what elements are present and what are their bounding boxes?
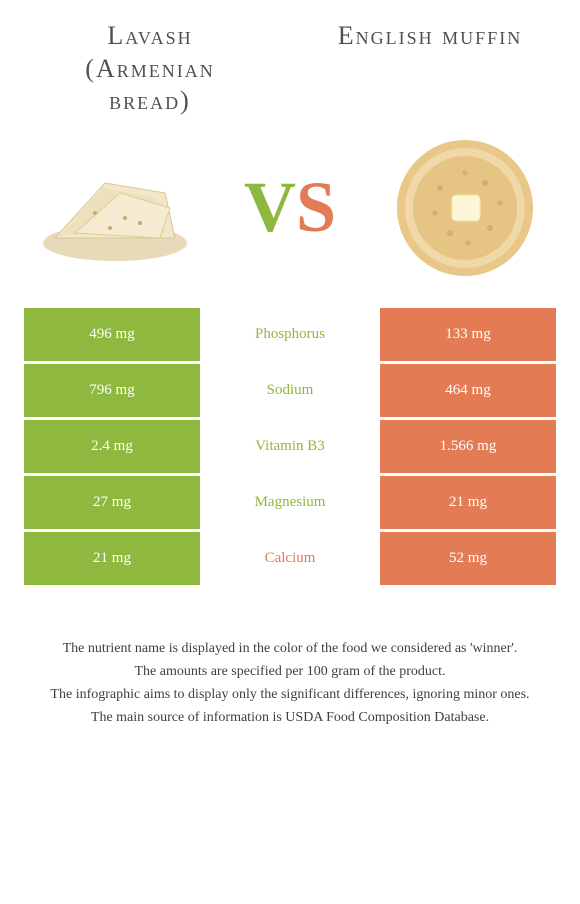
- nutrient-name: Sodium: [200, 364, 380, 417]
- left-value: 21 mg: [24, 532, 200, 585]
- footer-line: The main source of information is USDA F…: [20, 707, 560, 728]
- vs-row: VS: [0, 128, 580, 308]
- right-food-image: [385, 128, 545, 288]
- left-food-title: Lavash (Armenian bread): [50, 20, 250, 118]
- vs-label: VS: [244, 166, 336, 249]
- right-value: 1.566 mg: [380, 420, 556, 473]
- left-value: 2.4 mg: [24, 420, 200, 473]
- right-value: 21 mg: [380, 476, 556, 529]
- nutrient-row: 796 mgSodium464 mg: [24, 364, 556, 417]
- nutrient-name: Magnesium: [200, 476, 380, 529]
- left-value: 27 mg: [24, 476, 200, 529]
- nutrient-name: Calcium: [200, 532, 380, 585]
- footer-line: The nutrient name is displayed in the co…: [20, 638, 560, 659]
- nutrient-row: 496 mgPhosphorus133 mg: [24, 308, 556, 361]
- nutrient-name: Vitamin B3: [200, 420, 380, 473]
- footer-notes: The nutrient name is displayed in the co…: [0, 588, 580, 728]
- nutrient-table: 496 mgPhosphorus133 mg796 mgSodium464 mg…: [0, 308, 580, 585]
- footer-line: The amounts are specified per 100 gram o…: [20, 661, 560, 682]
- right-value: 52 mg: [380, 532, 556, 585]
- footer-line: The infographic aims to display only the…: [20, 684, 560, 705]
- nutrient-row: 21 mgCalcium52 mg: [24, 532, 556, 585]
- vs-s: S: [296, 167, 336, 247]
- left-value: 796 mg: [24, 364, 200, 417]
- nutrient-row: 27 mgMagnesium21 mg: [24, 476, 556, 529]
- right-value: 133 mg: [380, 308, 556, 361]
- muffin-icon: [390, 133, 540, 283]
- nutrient-name: Phosphorus: [200, 308, 380, 361]
- left-value: 496 mg: [24, 308, 200, 361]
- nutrient-row: 2.4 mgVitamin B31.566 mg: [24, 420, 556, 473]
- right-food-title: English muffin: [330, 20, 530, 53]
- right-value: 464 mg: [380, 364, 556, 417]
- lavash-icon: [35, 143, 195, 273]
- header: Lavash (Armenian bread) English muffin: [0, 0, 580, 128]
- left-food-image: [35, 128, 195, 288]
- vs-v: V: [244, 167, 296, 247]
